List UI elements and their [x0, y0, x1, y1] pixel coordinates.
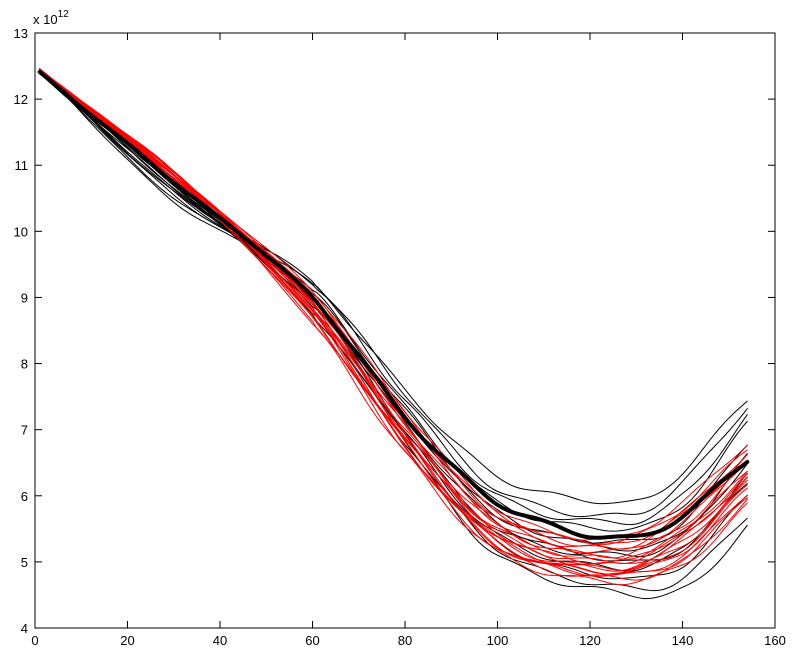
- y-tick-label: 7: [21, 423, 28, 438]
- x-tick-label: 160: [764, 633, 786, 648]
- series-line-black-3: [39, 72, 748, 526]
- x-tick-label: 20: [120, 633, 134, 648]
- x-tick-label: 120: [579, 633, 601, 648]
- series-line-red-24: [39, 68, 748, 554]
- axes-layer: [34, 32, 776, 629]
- x-tick-label: 140: [672, 633, 694, 648]
- x-tick-label: 60: [305, 633, 319, 648]
- series-line-black-11: [39, 69, 748, 552]
- y-tick-label: 12: [14, 92, 28, 107]
- y-tick-label: 6: [21, 489, 28, 504]
- y-tick-label: 9: [21, 290, 28, 305]
- y-tick-label: 4: [21, 621, 28, 636]
- y-tick-label: 10: [14, 224, 28, 239]
- series-line-red-30: [39, 69, 748, 575]
- y-exponent-label: x 1012: [33, 9, 69, 27]
- series-line-red-20: [39, 71, 748, 577]
- y-exponent-power: 12: [58, 9, 70, 20]
- series-line-black-2: [39, 68, 748, 518]
- y-tick-label: 5: [21, 555, 28, 570]
- series-line-red-27: [39, 68, 748, 577]
- series-line-black-12: [39, 72, 748, 562]
- x-tick-label: 80: [398, 633, 412, 648]
- x-tick-label: 100: [487, 633, 509, 648]
- series-line-black-1: [39, 68, 748, 505]
- series-line-black-31: [37, 69, 750, 540]
- series-layer: [37, 68, 750, 600]
- y-exponent-base: x 10: [33, 12, 58, 27]
- series-line-red-22: [39, 72, 748, 586]
- plot-background: [35, 33, 775, 628]
- x-tick-label: 40: [213, 633, 227, 648]
- series-line-black-4: [39, 69, 748, 532]
- y-tick-label: 13: [14, 26, 28, 41]
- series-line-red-29: [39, 72, 748, 565]
- x-tick-label: 0: [31, 633, 38, 648]
- y-tick-label: 8: [21, 357, 28, 372]
- y-tick-label: 11: [15, 158, 29, 173]
